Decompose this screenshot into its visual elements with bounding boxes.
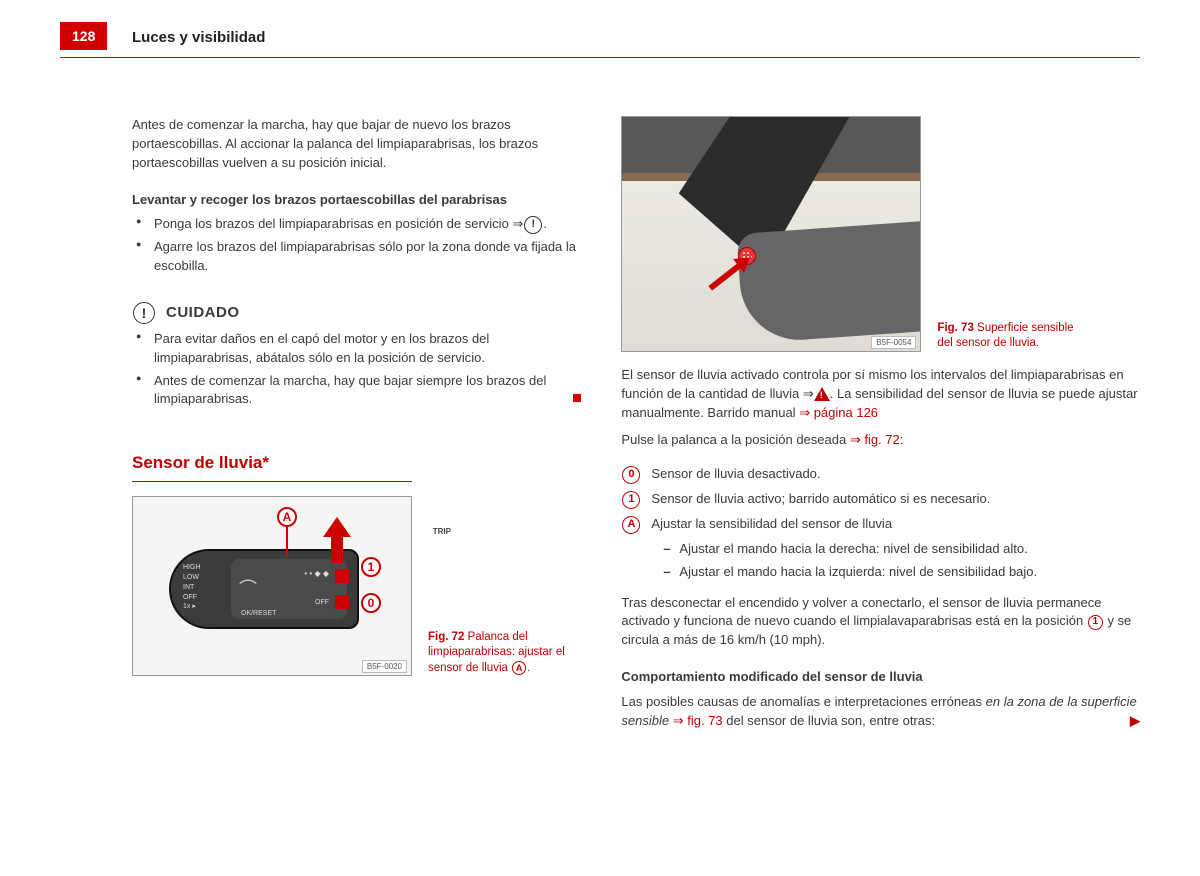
page-ref: ⇒ página 126	[799, 405, 878, 420]
subheading-modified: Comportamiento modificado del sensor de …	[621, 668, 1140, 687]
warning-icon	[814, 387, 830, 401]
subheading-levantar: Levantar y recoger los brazos portaescob…	[132, 191, 581, 210]
figure-code: B5F-0054	[871, 336, 916, 349]
marker-1	[335, 569, 349, 583]
callout-A-ref: A	[622, 516, 640, 534]
fig-number: Fig. 72	[428, 631, 468, 643]
callout-0: 0	[361, 593, 381, 613]
def-row-1: 1 Sensor de lluvia activo; barrido autom…	[621, 490, 1140, 509]
def-row-A: A Ajustar la sensibilidad del sensor de …	[621, 515, 1140, 534]
text: OFF	[183, 593, 201, 603]
fig-ref: ⇒ fig. 73	[673, 713, 723, 728]
fig-number: Fig. 73	[937, 322, 977, 334]
paragraph: Las posibles causas de anomalías e inter…	[621, 693, 1140, 731]
left-column: Antes de comenzar la marcha, hay que baj…	[60, 116, 581, 856]
stalk-rain-icon: • • ◆ ◆	[304, 569, 329, 578]
caution-list: Para evitar daños en el capó del motor y…	[132, 330, 581, 413]
marker-0	[335, 595, 349, 609]
text: .	[543, 216, 547, 231]
text: Ponga los brazos del limpiaparabrisas en…	[154, 216, 523, 231]
page-header: 128 Luces y visibilidad	[60, 28, 1140, 58]
intro-paragraph: Antes de comenzar la marcha, hay que baj…	[132, 116, 581, 173]
text: Sensor de lluvia activo; barrido automát…	[651, 490, 990, 509]
callout-A-ref: A	[512, 661, 526, 675]
continue-arrow-icon: ▶	[1130, 712, 1140, 731]
caution-label: CUIDADO	[166, 304, 240, 321]
callout-1-inline: 1	[1088, 615, 1103, 630]
chapter-title: Luces y visibilidad	[132, 29, 265, 46]
wiper-icon: ⌒	[239, 575, 257, 601]
text: Tras desconectar el encendido y volver a…	[621, 595, 1101, 629]
text: INT	[183, 583, 201, 593]
text: Pulse la palanca a la posición deseada	[621, 432, 849, 447]
list-item: Agarre los brazos del limpiaparabrisas s…	[132, 238, 581, 276]
section-end-marker	[573, 394, 581, 402]
list-item: Ajustar el mando hacia la derecha: nivel…	[663, 540, 1140, 559]
red-up-arrow	[323, 517, 351, 563]
section-title-sensor: Sensor de lluvia*	[132, 453, 581, 473]
text: Sensor de lluvia desactivado.	[651, 465, 820, 484]
text: Ajustar la sensibilidad del sensor de ll…	[651, 515, 892, 534]
stalk-off-label: OFF	[315, 599, 329, 606]
text: 1x ▸	[183, 602, 201, 612]
figure-72-row: • • ◆ ◆ OFF HIGH LOW INT OFF 1x ▸ ⌒ OK/R…	[132, 496, 581, 676]
list-item: Para evitar daños en el capó del motor y…	[132, 330, 581, 368]
text: del sensor de lluvia son, entre otras:	[723, 713, 935, 728]
content-area: Antes de comenzar la marcha, hay que baj…	[60, 116, 1140, 856]
paragraph: Pulse la palanca a la posición deseada ⇒…	[621, 431, 1140, 450]
fig-ref: ⇒ fig. 72	[850, 432, 900, 447]
callout-0-ref: 0	[622, 466, 640, 484]
list-item: Antes de comenzar la marcha, hay que baj…	[132, 372, 581, 410]
lift-steps-list: Ponga los brazos del limpiaparabrisas en…	[132, 215, 581, 280]
position-definition-list: 0 Sensor de lluvia desactivado. 1 Sensor…	[621, 465, 1140, 540]
stalk-trip-label: TRIP	[433, 527, 451, 536]
figure-72-caption: Fig. 72 Palanca del limpiaparabrisas: aj…	[428, 630, 568, 677]
text: :	[900, 432, 904, 447]
text: Las posibles causas de anomalías e inter…	[621, 694, 985, 709]
list-item: Ajustar el mando hacia la izquierda: niv…	[663, 563, 1140, 582]
figure-code: B5F-0020	[362, 660, 407, 673]
section-title-rule	[132, 481, 412, 482]
figure-73: B5F-0054	[621, 116, 921, 352]
text: HIGH	[183, 563, 201, 573]
page-number: 128	[60, 22, 107, 50]
text: Antes de comenzar la marcha, hay que baj…	[154, 373, 546, 407]
figure-73-caption: Fig. 73 Superficie sensible del sensor d…	[937, 321, 1077, 352]
sensitivity-sublist: Ajustar el mando hacia la derecha: nivel…	[663, 540, 1140, 586]
caution-heading: ! CUIDADO	[132, 302, 581, 324]
text: LOW	[183, 573, 201, 583]
callout-1: 1	[361, 557, 381, 577]
figure-73-row: B5F-0054 Fig. 73 Superficie sensible del…	[621, 116, 1140, 352]
mirror-body	[737, 220, 922, 344]
callout-A: A	[277, 507, 297, 527]
list-item: Ponga los brazos del limpiaparabrisas en…	[132, 215, 581, 234]
right-column: B5F-0054 Fig. 73 Superficie sensible del…	[621, 116, 1140, 856]
paragraph: Tras desconectar el encendido y volver a…	[621, 594, 1140, 651]
caution-ref-icon: !	[524, 216, 542, 234]
paragraph: El sensor de lluvia activado controla po…	[621, 366, 1140, 423]
def-row-0: 0 Sensor de lluvia desactivado.	[621, 465, 1140, 484]
stalk-mode-labels: HIGH LOW INT OFF 1x ▸	[183, 563, 201, 612]
callout-1-ref: 1	[622, 491, 640, 509]
figure-72: • • ◆ ◆ OFF HIGH LOW INT OFF 1x ▸ ⌒ OK/R…	[132, 496, 412, 676]
stalk-okreset: OK/RESET	[241, 610, 276, 617]
caution-icon: !	[133, 302, 155, 324]
callout-A-line	[286, 527, 288, 557]
